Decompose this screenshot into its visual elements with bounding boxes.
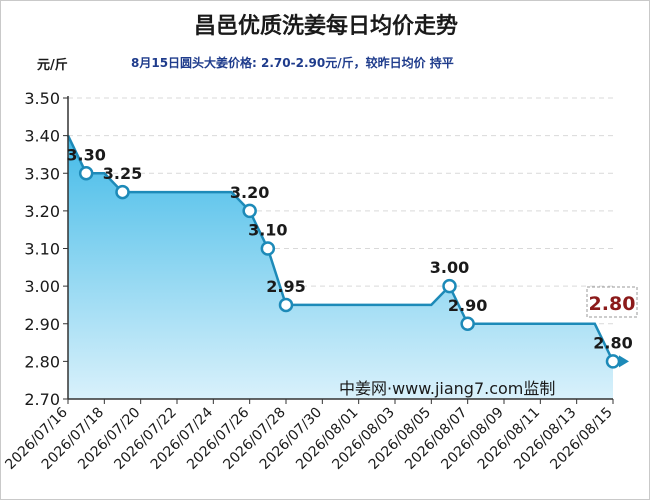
chart-title: 昌邑优质洗姜每日均价走势 [194,13,458,39]
data-point-label: 3.20 [230,183,269,202]
y-tick-label: 3.00 [24,277,60,296]
latest-value-callout: 2.80 [586,286,638,318]
data-point-marker [115,184,130,200]
data-point-marker [442,278,457,294]
data-point-label: 2.80 [593,333,632,352]
data-labels: 3.303.25 3.20 3.10 2.95 3.00 2.90 2.80 [66,145,632,352]
price-area-fill [68,135,613,399]
y-tick-label: 2.90 [24,315,60,334]
y-tick-label: 3.20 [24,202,60,221]
y-tick-labels: 2.70 2.80 2.90 3.00 3.10 3.20 3.30 3.40 3.50 [24,89,60,409]
y-tick-label: 3.40 [24,127,60,146]
x-tick-labels: 2026/07/162026/07/182026/07/202026/07/22… [2,404,615,472]
y-tick-label: 2.80 [24,352,60,371]
data-point-marker [78,166,94,181]
data-point-label: 3.25 [103,164,142,183]
data-point-label: 2.90 [448,296,487,315]
data-point-label: 3.10 [248,221,287,240]
y-tick-label: 3.30 [24,164,60,183]
watermark-text: 中姜网·www.jiang7.com监制 [339,379,555,398]
y-unit-label: 元/斤 [37,57,68,73]
latest-value-text: 2.80 [589,293,636,315]
data-point-marker [260,241,276,256]
y-tick-label: 2.70 [24,390,60,409]
trend-arrow [619,355,629,368]
data-point-label: 2.95 [266,277,305,296]
y-tick-label: 3.10 [24,240,60,259]
axes [67,96,614,404]
data-point-marker [460,316,475,331]
data-point-label: 3.30 [66,145,105,164]
price-subtitle: 8月15日圆头大姜价格: 2.70-2.90元/斤，较昨日均价 持平 [131,55,454,70]
y-tick-label: 3.50 [24,89,60,108]
data-point-marker [278,297,294,313]
data-point-label: 3.00 [430,258,469,277]
data-point-marker [605,354,621,369]
data-point-marker [242,203,257,219]
data-markers [78,166,629,369]
